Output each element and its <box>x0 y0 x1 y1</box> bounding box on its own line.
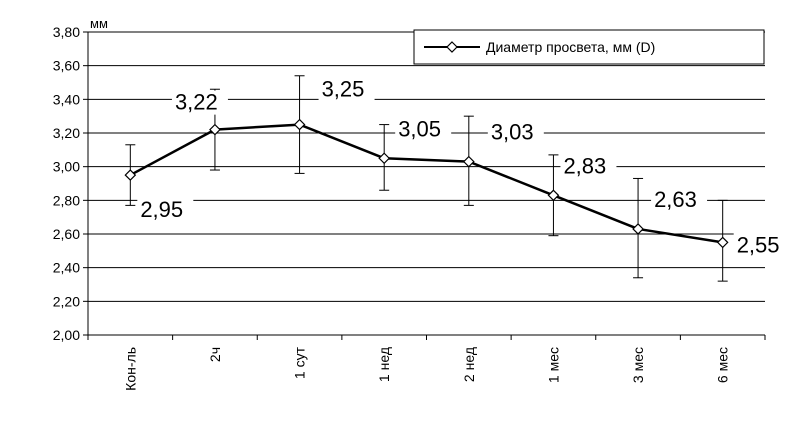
x-tick-label: 1 сут <box>292 346 308 379</box>
data-point-marker <box>547 189 560 202</box>
data-label-bg <box>733 233 789 258</box>
x-tick-label: 6 мес <box>715 347 731 383</box>
x-tick-label: 3 мес <box>630 347 646 383</box>
data-label-bg <box>487 120 544 145</box>
y-tick-label: 3,00 <box>53 159 80 175</box>
gridlines <box>88 31 765 302</box>
data-label: 3,03 <box>491 120 534 145</box>
data-label: 3,25 <box>322 77 365 102</box>
legend-marker-sample <box>446 41 458 53</box>
x-tick-label: 1 нед <box>376 347 392 382</box>
series-line-group <box>124 118 729 249</box>
x-tick-label: Кон-ль <box>122 347 138 391</box>
data-point-marker <box>209 123 221 136</box>
data-label: 3,05 <box>398 116 441 141</box>
data-label-bg <box>171 90 228 115</box>
data-label: 2,55 <box>737 232 780 257</box>
y-tick-label: 2,00 <box>53 327 80 343</box>
data-point-marker <box>378 152 391 165</box>
data-point-marker <box>716 236 729 249</box>
data-label-bg <box>137 198 194 223</box>
data-label-bg <box>560 154 617 179</box>
data-point-marker <box>462 155 475 168</box>
data-point-marker <box>632 223 644 235</box>
data-label: 2,63 <box>654 187 697 212</box>
y-tick-label: 2,20 <box>53 293 80 309</box>
x-tick-label: 1 мес <box>545 347 561 383</box>
data-label-bg <box>395 117 452 142</box>
y-tick-label: 3,60 <box>53 58 80 74</box>
data-point-marker <box>293 118 306 131</box>
y-tick-label: 3,80 <box>53 24 80 40</box>
y-tick-label: 2,60 <box>53 226 80 242</box>
y-tick-label: 2,40 <box>53 260 80 276</box>
x-tick-label: 2ч <box>207 347 223 362</box>
series-line <box>129 123 723 244</box>
data-labels: 2,95 3,22 3,25 3,05 3,03 2,83 2,63 2,55 <box>137 77 789 258</box>
legend: Диаметр просвета, мм (D) <box>413 29 765 65</box>
data-label-bg <box>651 187 708 212</box>
y-tick-label: 3,20 <box>53 125 80 141</box>
axes: 2,00 2,20 2,40 2,60 2,80 3,00 3,20 3,40 3,60 3,80… <box>53 16 766 391</box>
data-label-bg <box>318 77 375 102</box>
x-tick-label: 2 нед <box>461 347 477 382</box>
data-point-marker <box>124 169 137 181</box>
data-label: 2,95 <box>140 197 183 222</box>
y-unit-label: мм <box>90 16 108 31</box>
legend-label: Диаметр просвета, мм (D) <box>486 39 655 55</box>
y-tick-label: 2,80 <box>53 192 80 208</box>
data-label: 2,83 <box>563 153 606 178</box>
y-tick-label: 3,40 <box>53 91 80 107</box>
data-label: 3,22 <box>175 90 218 115</box>
